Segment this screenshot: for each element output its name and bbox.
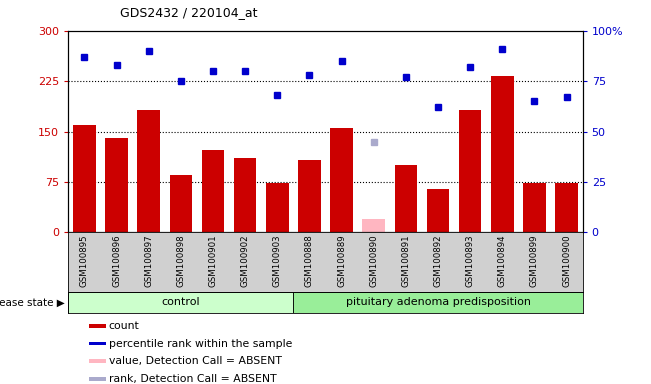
Bar [202,150,224,232]
Bar [170,175,192,232]
Text: GSM100890: GSM100890 [369,234,378,287]
Bar [427,189,449,232]
Text: GSM100898: GSM100898 [176,234,186,287]
Bar [555,183,578,232]
Text: GSM100901: GSM100901 [208,234,217,287]
Text: count: count [109,321,139,331]
Text: GSM100897: GSM100897 [145,234,153,287]
Text: GSM100894: GSM100894 [498,234,506,287]
Bar [105,138,128,232]
Bar [266,183,288,232]
Text: rank, Detection Call = ABSENT: rank, Detection Call = ABSENT [109,374,277,384]
Bar [298,161,321,232]
Text: GSM100889: GSM100889 [337,234,346,287]
Bar [523,183,546,232]
Bar [294,292,583,313]
Text: GSM100902: GSM100902 [241,234,249,287]
Text: GSM100896: GSM100896 [112,234,121,287]
Bar [89,341,106,346]
Text: pituitary adenoma predisposition: pituitary adenoma predisposition [346,297,531,308]
Text: GSM100888: GSM100888 [305,234,314,287]
Bar [89,324,106,328]
Text: percentile rank within the sample: percentile rank within the sample [109,339,292,349]
Bar [137,110,160,232]
Bar [395,165,417,232]
Text: GSM100892: GSM100892 [434,234,443,287]
Bar [459,110,481,232]
Bar [73,125,96,232]
Bar [89,359,106,363]
Bar [330,128,353,232]
Text: GSM100903: GSM100903 [273,234,282,287]
Bar [89,377,106,381]
Bar [234,158,256,232]
Text: GSM100893: GSM100893 [465,234,475,287]
Text: GDS2432 / 220104_at: GDS2432 / 220104_at [120,6,258,19]
Text: disease state ▶: disease state ▶ [0,297,65,308]
Text: GSM100900: GSM100900 [562,234,571,287]
Bar [363,219,385,232]
Text: GSM100899: GSM100899 [530,234,539,286]
Text: GSM100895: GSM100895 [80,234,89,287]
Bar [491,76,514,232]
Text: control: control [161,297,200,308]
Text: value, Detection Call = ABSENT: value, Detection Call = ABSENT [109,356,282,366]
Text: GSM100891: GSM100891 [402,234,410,287]
Bar [68,292,294,313]
